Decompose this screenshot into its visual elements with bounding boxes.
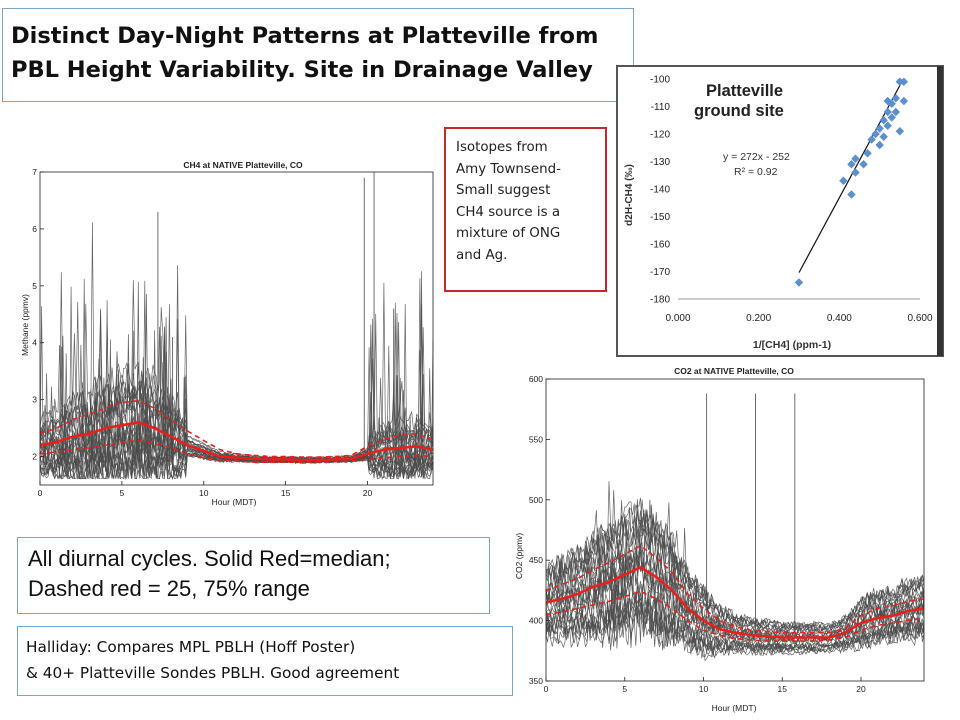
- trace-line: [545, 515, 925, 632]
- trace-line: [545, 601, 925, 655]
- title-line-2: PBL Height Variability. Site in Drainage…: [11, 57, 593, 83]
- trace-line: [39, 312, 434, 461]
- quartile-75-line: [545, 544, 925, 634]
- scatter-y-tick-label: -180: [650, 295, 670, 306]
- ch4-y-axis-label: Methane (ppmv): [20, 294, 30, 356]
- scatter-x-tick-label: 0.200: [746, 313, 771, 324]
- x-tick-label: 5: [120, 488, 125, 498]
- trace-line: [39, 377, 434, 473]
- scatter-x-tick-label: 0.600: [907, 313, 932, 324]
- x-tick-label: 15: [281, 488, 291, 498]
- isotope-note-line: and Ag.: [456, 247, 508, 263]
- scatter-r-squared: R² = 0.92: [734, 166, 778, 178]
- plot-frame: [39, 171, 434, 486]
- co2-chart-title: CO2 at NATIVE Platteville, CO: [674, 366, 794, 376]
- scatter-y-axis-label: d2H-CH4 (‰): [624, 164, 635, 226]
- y-tick-label: 6: [32, 224, 37, 234]
- y-tick-label: 350: [529, 676, 543, 686]
- scatter-point: [794, 278, 804, 287]
- co2-plot-area: 0 5 10 15 20 350 400 450 500 550 600: [529, 374, 925, 694]
- isotope-note-line: Small suggest: [456, 183, 551, 198]
- isotope-note-line: CH4 source is a: [456, 204, 561, 220]
- y-tick-label: 550: [529, 434, 543, 444]
- slide-title: Distinct Day-Night Patterns at Plattevil…: [2, 8, 634, 102]
- scatter-point: [899, 77, 909, 86]
- isotope-note-line: Amy Townsend-: [456, 161, 561, 177]
- scatter-point: [859, 160, 868, 169]
- x-tick-label: 10: [699, 684, 709, 694]
- ch4-diurnal-chart: CH4 at NATIVE Platteville, CO 0 5 10 15 20 2 3…: [20, 160, 434, 507]
- scatter-trendline: [798, 81, 903, 273]
- isotope-scatter-chart: -100 -110 -120 -130 -140 -150 -160 -170 -180 0.00…: [616, 65, 944, 357]
- median-line: [39, 421, 434, 462]
- co2-x-axis-label: Hour (MDT): [712, 703, 757, 713]
- y-tick-label: 4: [32, 338, 37, 348]
- y-tick-label: 3: [32, 395, 37, 405]
- scatter-y-tick-label: -160: [650, 240, 670, 251]
- ch4-plot-area: 0 5 10 15 20 2 3 4 5 6 7: [32, 167, 434, 498]
- title-line-1: Distinct Day-Night Patterns at Plattevil…: [11, 23, 599, 49]
- scatter-equation: y = 272x - 252: [723, 151, 790, 163]
- quartile-25-line: [39, 439, 434, 463]
- trace-line: [545, 582, 925, 653]
- scatter-y-tick-label: -130: [650, 157, 670, 168]
- scatter-title-line-1: Platteville: [706, 82, 783, 100]
- trace-line: [545, 544, 925, 641]
- isotope-note: Isotopes from Amy Townsend- Small sugges…: [444, 127, 607, 292]
- scatter-y-tick-label: -140: [650, 185, 670, 196]
- halliday-note: Halliday: Compares MPL PBLH (Hoff Poster…: [17, 626, 513, 696]
- halliday-note-line-1: Halliday: Compares MPL PBLH (Hoff Poster…: [26, 638, 356, 656]
- co2-y-axis-label: CO2 (ppmv): [514, 533, 524, 579]
- halliday-note-line-2: & 40+ Platteville Sondes PBLH. Good agre…: [26, 664, 400, 682]
- median-line: [545, 565, 925, 639]
- scatter-point: [851, 154, 860, 163]
- diurnal-note-line-2: Dashed red = 25, 75% range: [28, 576, 310, 601]
- quartile-25-line: [545, 590, 925, 642]
- scatter-x-tick-label: 0.000: [665, 313, 690, 324]
- scatter-x-tick-label: 0.400: [827, 313, 852, 324]
- y-tick-label: 2: [32, 452, 37, 462]
- scatter-point: [899, 96, 909, 106]
- ch4-x-axis-label: Hour (MDT): [212, 497, 257, 507]
- scatter-point: [851, 168, 860, 177]
- x-tick-label: 20: [363, 488, 373, 498]
- diurnal-legend-note: All diurnal cycles. Solid Red=median; Da…: [17, 537, 490, 614]
- scatter-y-tick-label: -100: [650, 75, 670, 86]
- scatter-x-axis-label: 1/[CH4] (ppm-1): [753, 339, 831, 351]
- y-tick-label: 400: [529, 616, 543, 626]
- y-tick-label: 450: [529, 555, 543, 565]
- y-tick-label: 5: [32, 281, 37, 291]
- plot-frame: [545, 378, 925, 682]
- trace-line: [545, 497, 925, 630]
- x-tick-label: 0: [38, 488, 43, 498]
- quartile-75-line: [39, 399, 434, 458]
- scatter-y-tick-label: -170: [650, 267, 670, 278]
- scatter-frame-edge: [937, 66, 943, 356]
- scatter-point: [847, 190, 856, 199]
- scatter-point: [847, 160, 856, 169]
- co2-diurnal-chart: CO2 at NATIVE Platteville, CO 0 5 10 15 20 35…: [514, 366, 925, 713]
- scatter-y-tick-label: -150: [650, 212, 670, 223]
- y-tick-label: 600: [529, 374, 543, 384]
- isotope-note-line: Isotopes from: [456, 140, 548, 155]
- scatter-title-line-2: ground site: [694, 102, 784, 120]
- y-tick-label: 7: [32, 167, 37, 177]
- x-tick-label: 10: [199, 488, 209, 498]
- y-tick-label: 500: [529, 495, 543, 505]
- ch4-chart-title: CH4 at NATIVE Platteville, CO: [183, 160, 303, 170]
- scatter-y-tick-label: -120: [650, 130, 670, 141]
- scatter-point: [863, 149, 872, 158]
- x-tick-label: 15: [778, 684, 788, 694]
- trace-line: [545, 559, 925, 651]
- trace-line: [545, 586, 925, 658]
- isotope-note-line: mixture of ONG: [456, 226, 561, 241]
- x-tick-label: 20: [856, 684, 866, 694]
- scatter-y-tick-label: -110: [651, 102, 671, 113]
- diurnal-note-line-1: All diurnal cycles. Solid Red=median;: [28, 546, 391, 571]
- x-tick-label: 5: [622, 684, 627, 694]
- x-tick-label: 0: [544, 684, 549, 694]
